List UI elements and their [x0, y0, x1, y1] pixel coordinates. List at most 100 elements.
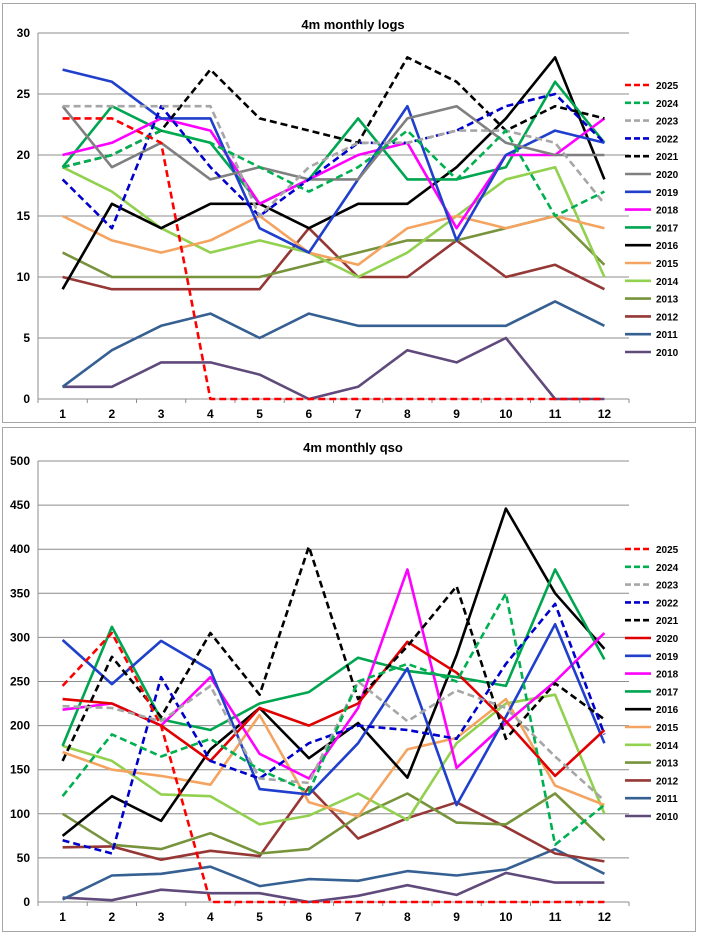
- x-tick-label: 7: [355, 407, 362, 421]
- series-line-2025: [61, 631, 605, 904]
- legend-label: 2011: [656, 794, 678, 805]
- legend-label: 2010: [656, 812, 679, 823]
- y-tick-label: 400: [10, 542, 30, 556]
- series-line-2024: [62, 129, 605, 218]
- series-line-2019: [61, 622, 606, 807]
- series-line-2019: [62, 68, 605, 254]
- y-tick-label: 100: [10, 807, 30, 821]
- series-line-2021: [62, 56, 605, 169]
- legend-label: 2019: [656, 652, 679, 663]
- legend-label: 2018: [656, 670, 679, 681]
- x-tick-label: 2: [109, 407, 116, 421]
- x-tick-label: 4: [207, 910, 214, 924]
- x-tick-label: 1: [59, 910, 66, 924]
- logs-chart-panel: 4m monthly logs 0 5 10 15 20 25 30 1 2 3 4 5 6 7 8 9 10 1…: [2, 3, 696, 423]
- legend-label: 2011: [656, 330, 678, 341]
- legend-label: 2020: [656, 634, 679, 645]
- series-line-2012: [62, 226, 605, 291]
- legend-label: 2015: [656, 723, 679, 734]
- y-tick-label: 450: [10, 498, 30, 512]
- legend-label: 2013: [656, 759, 679, 770]
- y-tick-label: 250: [10, 675, 30, 689]
- legend-label: 2010: [656, 348, 679, 359]
- legend-label: 2022: [656, 598, 679, 609]
- series-line-2012: [62, 785, 605, 863]
- y-tick-label: 10: [17, 270, 31, 284]
- x-tick-label: 12: [598, 910, 612, 924]
- x-tick-label: 3: [158, 910, 165, 924]
- series-line-2015: [62, 697, 605, 818]
- x-tick-label: 10: [499, 910, 513, 924]
- x-tick-label: 3: [158, 407, 165, 421]
- x-tick-label: 10: [499, 407, 513, 421]
- series-line-2018: [62, 117, 606, 230]
- legend-label: 2021: [656, 616, 679, 627]
- x-tick-label: 1: [59, 407, 66, 421]
- series-line-2011: [62, 847, 605, 901]
- y-tick-label: 15: [17, 209, 31, 223]
- y-tick-label: 25: [17, 87, 31, 101]
- series-line-2023: [62, 680, 606, 802]
- y-tick-label: 350: [10, 586, 30, 600]
- legend-label: 2012: [656, 312, 679, 323]
- series-line-2010: [62, 871, 605, 904]
- series-line-2017: [61, 80, 606, 206]
- legend-label: 2024: [656, 563, 679, 574]
- x-tick-label: 8: [404, 910, 411, 924]
- series-line-2022: [61, 92, 606, 230]
- series-line-2014: [62, 165, 606, 279]
- legend-label: 2023: [656, 581, 679, 592]
- legend-label: 2022: [656, 134, 679, 145]
- series-line-2020: [61, 104, 605, 181]
- x-tick-label: 5: [256, 407, 263, 421]
- qso-chart: 4m monthly qso 0 50 100 150 200 250 300 350 400 4…: [10, 440, 679, 924]
- series-line-2024: [61, 592, 606, 847]
- legend-label: 2014: [656, 277, 679, 288]
- y-tick-label: 5: [23, 331, 30, 345]
- y-tick-label: 200: [10, 719, 30, 733]
- x-tick-label: 2: [109, 910, 116, 924]
- y-tick-label: 20: [17, 148, 31, 162]
- legend-label: 2020: [656, 170, 679, 181]
- x-tick-label: 12: [598, 407, 612, 421]
- y-tick-label: 30: [17, 26, 31, 40]
- legend-label: 2014: [656, 741, 679, 752]
- x-tick-label: 11: [549, 407, 562, 421]
- legend-label: 2018: [656, 206, 679, 217]
- x-tick-label: 4: [207, 407, 214, 421]
- y-tick-label: 0: [23, 392, 30, 406]
- x-tick-label: 8: [404, 407, 411, 421]
- y-tick-label: 150: [10, 763, 30, 777]
- legend-label: 2025: [656, 545, 679, 556]
- x-tick-label: 9: [453, 407, 460, 421]
- legend-label: 2019: [656, 188, 679, 199]
- legend-label: 2023: [656, 117, 679, 128]
- series-line-2023: [62, 104, 606, 218]
- qso-chart-panel: 4m monthly qso 0 50 100 150 200 250 300 350 400 4…: [2, 427, 696, 932]
- series-line-2010: [62, 336, 605, 401]
- legend-label: 2017: [656, 223, 679, 234]
- x-tick-label: 7: [355, 910, 362, 924]
- y-tick-label: 300: [10, 630, 30, 644]
- legend-label: 2013: [656, 295, 679, 306]
- legend-label: 2016: [656, 705, 679, 716]
- series-line-2025: [62, 117, 605, 401]
- x-tick-label: 6: [306, 407, 313, 421]
- legend-label: 2024: [656, 99, 679, 110]
- y-tick-label: 500: [10, 454, 30, 468]
- chart-title: 4m monthly qso: [303, 440, 403, 455]
- series-line-2022: [62, 602, 606, 855]
- legend-label: 2025: [656, 81, 679, 92]
- x-tick-label: 11: [549, 910, 562, 924]
- series-line-2017: [61, 568, 606, 747]
- series-line-2016: [61, 507, 606, 837]
- x-tick-label: 9: [453, 910, 460, 924]
- legend-label: 2017: [656, 687, 679, 698]
- series-line-2015: [62, 214, 605, 267]
- series-line-2011: [61, 300, 605, 388]
- series-line-2013: [61, 792, 606, 855]
- legend-label: 2012: [656, 776, 679, 787]
- y-tick-label: 0: [23, 895, 30, 909]
- legend-label: 2015: [656, 259, 679, 270]
